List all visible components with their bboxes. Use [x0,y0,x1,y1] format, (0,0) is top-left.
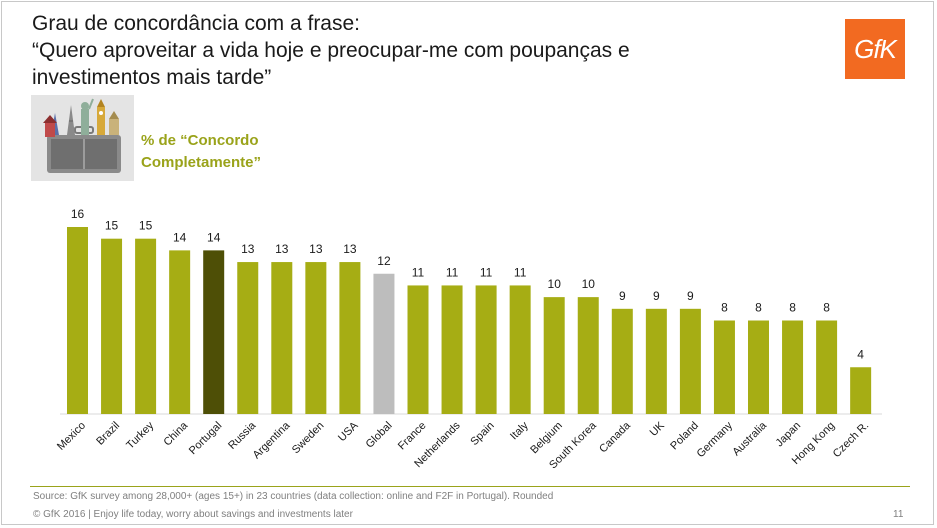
page-number: 11 [893,509,904,520]
bar-global [373,273,395,414]
bar-belgium [543,297,565,414]
source-note: Source: GfK survey among 28,000+ (ages 1… [33,491,554,502]
data-label: 16 [71,207,85,221]
category-label: Czech R. [831,420,871,460]
bar-portugal [203,250,225,414]
data-label: 15 [105,219,119,233]
data-label: 10 [548,277,562,291]
bar-netherlands [441,285,463,414]
category-label: Global [364,420,395,451]
travel-suitcase-illustration [31,95,134,181]
data-label: 8 [789,301,796,315]
bar-canada [611,308,633,414]
data-label: 11 [412,265,425,279]
category-label: Germany [695,419,736,460]
bar-australia [748,320,769,414]
category-label: Italy [508,419,531,442]
category-label: Canada [597,419,633,455]
data-label: 14 [173,230,187,244]
bar-turkey [135,238,157,414]
category-label: Portugal [187,420,224,457]
data-label: 13 [275,242,289,256]
bar-chart: 16 Mexico 15 Brazil 15 Turkey 14 China 14 Portuga… [55,207,882,471]
logo-text-main: Gf [854,33,880,64]
data-label: 15 [139,219,153,233]
legend-label: % de “Concordo Completamente” [141,130,261,174]
data-label: 13 [309,242,323,256]
bar-russia [237,262,259,414]
data-label: 12 [377,254,391,268]
category-label: Poland [668,420,701,453]
data-label: 8 [755,301,762,315]
legend-line-2: Completamente” [141,154,262,171]
bar-hong-kong [816,320,838,414]
category-label: Turkey [124,419,156,451]
data-label: 8 [721,301,728,315]
category-label: Japan [773,420,803,450]
bar-south-korea [577,297,599,414]
data-label: 11 [480,265,493,279]
data-label: 8 [823,301,830,315]
category-label: UK [648,419,668,439]
bar-china [169,250,191,414]
bar-france [407,285,429,414]
category-label: China [161,419,190,448]
bar-spain [475,285,497,414]
bar-usa [339,262,361,414]
title-line-2: “Quero aproveitar a vida hoje e preocupa… [32,39,630,62]
bar-mexico [67,227,88,414]
data-label: 4 [857,347,864,361]
bar-sweden [305,262,327,414]
bar-japan [782,320,804,414]
data-label: 11 [514,265,527,279]
category-label: Mexico [55,420,88,453]
data-label: 13 [241,242,255,256]
data-label: 9 [687,289,694,303]
data-label: 11 [446,265,459,279]
suitcase-landmarks-icon [43,98,121,173]
legend-line-1: % de “Concordo [141,132,259,149]
title-line-3: investimentos mais tarde” [32,66,272,89]
category-label: Argentina [251,419,293,461]
category-label: Spain [468,420,496,448]
data-label: 9 [619,289,626,303]
data-label: 13 [343,242,357,256]
bar-italy [509,285,531,414]
data-label: 14 [207,230,221,244]
category-label: Australia [730,419,769,458]
bar-uk [645,308,667,414]
data-label: 10 [582,277,596,291]
bar-poland [679,308,701,414]
category-label: Sweden [290,420,327,457]
bar-brazil [101,238,123,414]
gfk-logo: Gf K [845,19,905,79]
slide-title: Grau de concordância com a frase: “Quero… [32,10,812,91]
category-label: Russia [226,419,259,452]
category-label: USA [336,419,361,444]
bar-argentina [271,262,293,414]
copyright-note: © GfK 2016 | Enjoy life today, worry abo… [33,509,353,520]
category-label: France [396,420,429,453]
data-label: 9 [653,289,660,303]
logo-text-end: K [879,33,897,64]
category-label: Brazil [94,420,122,448]
bar-czech-r [850,367,872,414]
footer-divider [30,486,910,487]
bar-germany [713,320,735,414]
title-line-1: Grau de concordância com a frase: [32,12,361,35]
